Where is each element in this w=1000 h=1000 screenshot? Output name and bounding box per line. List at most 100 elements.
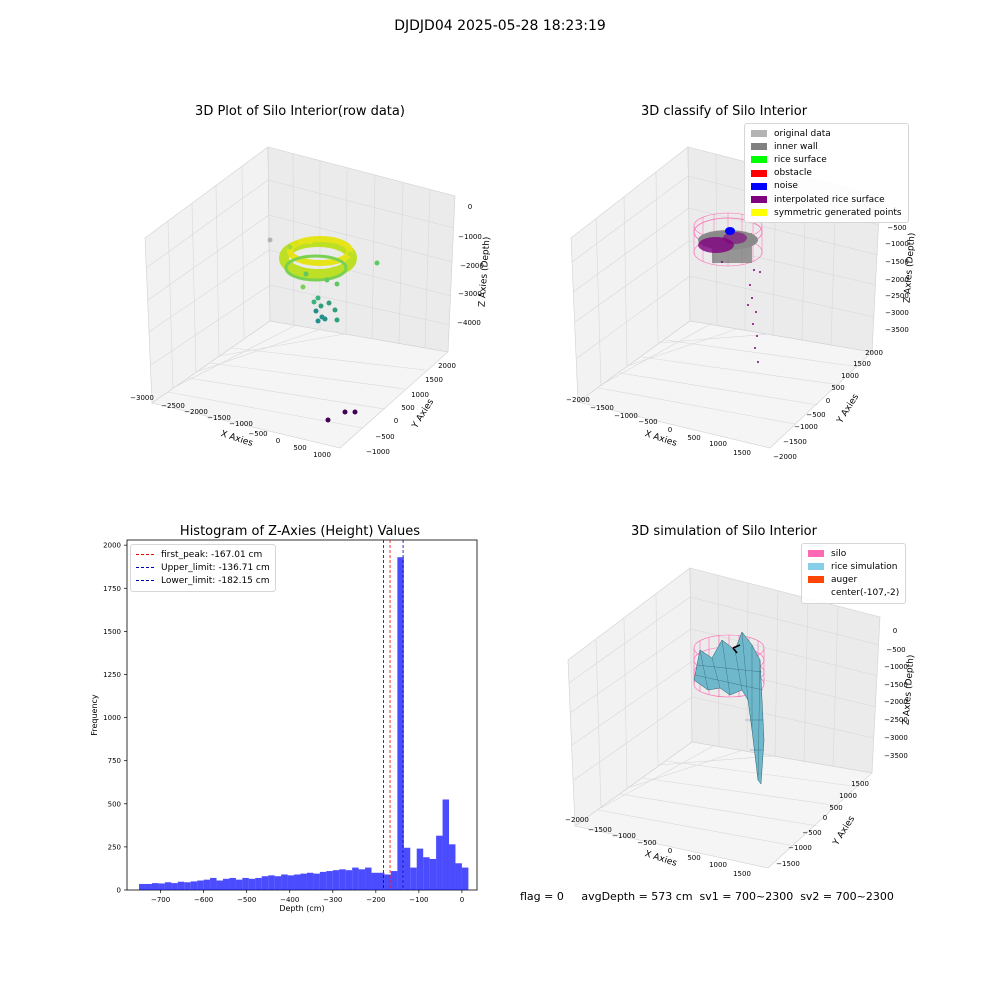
histogram-bar [358, 869, 366, 890]
svg-text:−3000: −3000 [884, 734, 908, 742]
subplot2-title: 3D classify of Silo Interior [640, 104, 808, 119]
svg-text:1000: 1000 [841, 372, 859, 380]
svg-text:−2000: −2000 [773, 453, 797, 461]
svg-text:−1000: −1000 [884, 663, 908, 671]
svg-text:1500: 1500 [425, 376, 443, 384]
histogram-bar [461, 867, 469, 890]
svg-text:0: 0 [893, 627, 897, 635]
histogram-bar [184, 882, 191, 890]
svg-text:2000: 2000 [865, 349, 883, 357]
histogram-bar [235, 879, 243, 890]
plot4-rice-surface [693, 631, 765, 785]
legend-item-interpolated: interpolated rice surface [751, 193, 902, 206]
y-tick-label: 250 [108, 843, 121, 851]
x-tick-label: 0 [460, 896, 464, 904]
histogram-bar [255, 877, 262, 890]
x-tick-label: −400 [280, 896, 299, 904]
svg-text:−1500: −1500 [590, 404, 614, 412]
histogram-bar [429, 858, 437, 890]
histogram-bar [403, 847, 411, 890]
histogram-bar [229, 877, 236, 890]
svg-text:−2000: −2000 [184, 408, 208, 416]
legend-item-first-peak: first_peak: -167.01 cm [136, 548, 270, 561]
histogram-bar [449, 844, 456, 890]
svg-text:1000: 1000 [839, 792, 857, 800]
histogram-bar [345, 870, 353, 890]
svg-text:−1000: −1000 [788, 844, 812, 852]
histogram-bar [306, 872, 314, 890]
histogram-bar [203, 879, 211, 890]
svg-text:1500: 1500 [733, 870, 751, 878]
svg-text:1000: 1000 [709, 440, 727, 448]
figure-title: DJDJD04 2025-05-28 18:23:19 [394, 18, 606, 34]
svg-text:−500: −500 [637, 839, 656, 847]
y-tick-label: 1750 [103, 585, 121, 593]
svg-text:−2000: −2000 [566, 396, 590, 404]
svg-text:0: 0 [668, 847, 672, 855]
histogram-bar [223, 878, 230, 890]
histogram-bar [281, 874, 288, 890]
svg-text:−1500: −1500 [783, 438, 807, 446]
svg-text:−4000: −4000 [457, 319, 481, 327]
y-tick-label: 0 [117, 887, 121, 895]
svg-text:0: 0 [394, 417, 398, 425]
svg-text:−2500: −2500 [884, 716, 908, 724]
legend-item-rice-simulation: rice simulation [808, 560, 899, 573]
histogram-bar [326, 871, 333, 890]
svg-text:1000: 1000 [709, 861, 727, 869]
svg-text:−500: −500 [638, 418, 657, 426]
histogram-bar [151, 883, 159, 890]
svg-text:−1000: −1000 [794, 423, 818, 431]
svg-text:−2000: −2000 [565, 816, 589, 824]
svg-text:−1500: −1500 [776, 860, 800, 868]
svg-text:0: 0 [276, 437, 280, 445]
plot1-deep-points [311, 295, 358, 423]
histogram-bar [313, 873, 320, 890]
histogram-bar [365, 867, 372, 890]
legend-item-inner-wall: inner wall [751, 140, 902, 153]
plot2-legend: original data inner wall rice surface ob… [744, 123, 909, 224]
svg-text:0: 0 [823, 814, 827, 822]
svg-text:500: 500 [687, 854, 700, 862]
histogram-bar [248, 878, 256, 890]
legend-item-original-data: original data [751, 127, 902, 140]
svg-text:−1500: −1500 [588, 826, 612, 834]
svg-text:−500: −500 [248, 430, 267, 438]
svg-text:−1000: −1000 [458, 233, 482, 241]
x-tick-label: −200 [366, 896, 385, 904]
histogram-bar [197, 880, 204, 890]
svg-text:−3000: −3000 [885, 309, 909, 317]
histogram-bar [216, 880, 224, 890]
x-tick-label: −500 [237, 896, 256, 904]
plot4-zlabel: Z Axies (Depth) [902, 654, 917, 725]
plot3-xlabel: Depth (cm) [279, 904, 324, 913]
svg-text:0: 0 [468, 203, 472, 211]
y-tick-label: 750 [108, 757, 121, 765]
svg-text:−3000: −3000 [130, 394, 154, 402]
y-tick-label: 1250 [103, 671, 121, 679]
svg-text:−1000: −1000 [614, 412, 638, 420]
svg-text:−500: −500 [887, 224, 906, 232]
svg-text:−1000: −1000 [229, 420, 253, 428]
svg-text:−3500: −3500 [884, 752, 908, 760]
svg-text:1500: 1500 [851, 780, 869, 788]
svg-text:−1500: −1500 [884, 681, 908, 689]
svg-text:1500: 1500 [733, 449, 751, 457]
svg-text:−500: −500 [375, 433, 394, 441]
svg-text:0: 0 [826, 397, 830, 405]
histogram-bar [287, 875, 295, 890]
svg-text:1000: 1000 [313, 451, 331, 459]
subplot4-title: 3D simulation of Silo Interior [631, 524, 817, 539]
histogram-bar [442, 799, 450, 890]
histogram-bar [300, 873, 307, 890]
svg-text:−3000: −3000 [458, 290, 482, 298]
svg-text:−1000: −1000 [612, 832, 636, 840]
histogram-bar [352, 867, 359, 890]
svg-text:−2000: −2000 [885, 276, 909, 284]
histogram-bar [171, 883, 178, 890]
svg-text:−1000: −1000 [366, 448, 390, 456]
